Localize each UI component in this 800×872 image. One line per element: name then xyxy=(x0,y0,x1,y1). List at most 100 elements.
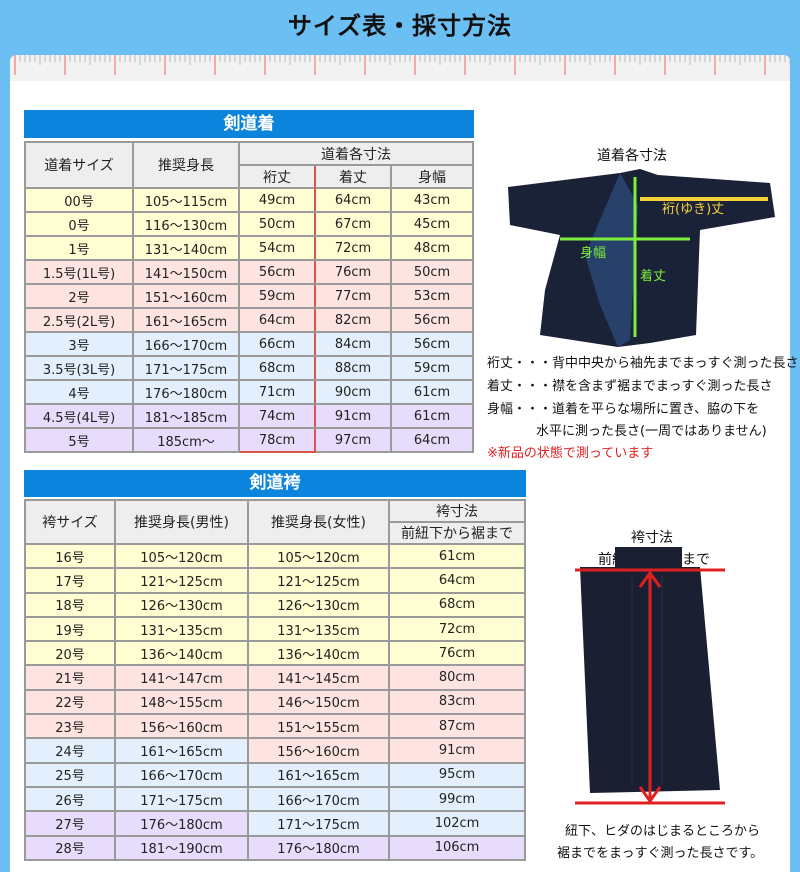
cell-length: 87cm xyxy=(388,713,526,740)
cell-yuki: 78cm xyxy=(238,427,316,453)
cell-size: 26号 xyxy=(24,785,116,813)
cell-men-height: 181～190cm xyxy=(114,834,249,861)
cell-yuki: 50cm xyxy=(238,211,316,237)
cell-height: 131～140cm xyxy=(132,235,240,261)
table-row: 4.5号(4L号) 181～185cm 74cm 91cm 61cm xyxy=(24,403,474,429)
cell-mihaba: 59cm xyxy=(390,355,474,381)
cell-kitake: 88cm xyxy=(314,355,392,381)
note-kitake: 着丈・・・襟を含まず裾までまっすぐ測った長さ xyxy=(487,379,773,394)
cell-women-height: 171～175cm xyxy=(247,810,390,837)
cell-women-height: 151～155cm xyxy=(247,713,390,740)
cell-yuki: 66cm xyxy=(238,331,316,357)
cell-size: 18号 xyxy=(24,591,116,618)
table-row: 0号 116～130cm 50cm 67cm 45cm xyxy=(24,211,474,237)
cell-size: 3号 xyxy=(24,331,134,357)
table-row: 3号 166～170cm 66cm 84cm 56cm xyxy=(24,331,474,357)
hakama-note-2: 裾までをまっすぐ測った長さです。 xyxy=(557,846,764,861)
cell-length: 72cm xyxy=(388,615,526,643)
table-row: 22号 148～155cm 146～150cm 83cm xyxy=(24,688,526,716)
hakama-section-title: 剣道袴 xyxy=(24,470,526,497)
cell-length: 83cm xyxy=(388,688,526,716)
cell-length: 99cm xyxy=(388,785,526,813)
cell-length: 76cm xyxy=(388,640,526,667)
cell-mihaba: 45cm xyxy=(390,211,474,237)
cell-men-height: 176～180cm xyxy=(114,810,249,837)
gi-section-title: 剣道着 xyxy=(24,110,474,138)
header-yuki: 裄丈 xyxy=(238,164,316,188)
header-height: 推奨身長 xyxy=(132,141,240,189)
cell-kitake: 67cm xyxy=(314,211,392,237)
header-gi-size: 道着サイズ xyxy=(24,141,134,189)
cell-kitake: 76cm xyxy=(314,259,392,285)
cell-mihaba: 56cm xyxy=(390,331,474,357)
cell-size: 4号 xyxy=(24,379,134,405)
table-row: 26号 171～175cm 166～170cm 99cm xyxy=(24,785,526,813)
cell-yuki: 49cm xyxy=(238,187,316,213)
header-gi-measurements: 道着各寸法 xyxy=(238,141,474,166)
header-kitake: 着丈 xyxy=(314,164,392,189)
cell-men-height: 105～120cm xyxy=(114,542,249,570)
label-mihaba: 身幅 xyxy=(580,245,606,261)
cell-size: 16号 xyxy=(24,542,116,570)
header-mihaba: 身幅 xyxy=(390,164,474,189)
cell-men-height: 121～125cm xyxy=(114,567,249,594)
table-row: 2.5号(2L号) 161～165cm 64cm 82cm 56cm xyxy=(24,307,474,333)
table-row: 1.5号(1L号) 141～150cm 56cm 76cm 50cm xyxy=(24,259,474,285)
cell-mihaba: 56cm xyxy=(390,307,474,333)
cell-size: 2号 xyxy=(24,283,134,309)
table-row: 2号 151～160cm 59cm 77cm 53cm xyxy=(24,283,474,309)
cell-length: 61cm xyxy=(388,542,526,570)
table-row: 19号 131～135cm 131～135cm 72cm xyxy=(24,615,526,643)
cell-mihaba: 48cm xyxy=(390,235,474,261)
cell-men-height: 156～160cm xyxy=(114,713,249,740)
table-row: 23号 156～160cm 151～155cm 87cm xyxy=(24,713,526,740)
cell-size: 1.5号(1L号) xyxy=(24,259,134,285)
note-yuki: 裄丈・・・背中中央から袖先までまっすぐ測った長さ xyxy=(487,356,799,371)
cell-kitake: 64cm xyxy=(314,187,392,213)
cell-women-height: 141～145cm xyxy=(247,664,390,691)
table-row: 27号 176～180cm 171～175cm 102cm xyxy=(24,810,526,837)
table-row: 17号 121～125cm 121～125cm 64cm xyxy=(24,567,526,594)
cell-height: 166～170cm xyxy=(132,331,240,357)
table-row: 20号 136～140cm 136～140cm 76cm xyxy=(24,640,526,667)
cell-length: 64cm xyxy=(388,567,526,594)
cell-women-height: 166～170cm xyxy=(247,785,390,813)
cell-yuki: 64cm xyxy=(238,307,316,333)
header-men-height: 推奨身長(男性) xyxy=(114,499,249,545)
cell-women-height: 136～140cm xyxy=(247,640,390,667)
cell-length: 91cm xyxy=(388,737,526,764)
gi-size-table: 道着サイズ 推奨身長 道着各寸法 裄丈 着丈 身幅 00号 105～115cm 49… xyxy=(24,141,474,453)
table-row: 16号 105～120cm 105～120cm 61cm xyxy=(24,542,526,570)
cell-women-height: 126～130cm xyxy=(247,591,390,618)
cell-yuki: 71cm xyxy=(238,379,316,405)
cell-yuki: 68cm xyxy=(238,355,316,381)
cell-size: 27号 xyxy=(24,810,116,837)
cell-kitake: 97cm xyxy=(314,427,392,453)
cell-size: 5号 xyxy=(24,427,134,453)
cell-size: 25号 xyxy=(24,761,116,788)
table-row: 21号 141～147cm 141～145cm 80cm xyxy=(24,664,526,691)
cell-size: 20号 xyxy=(24,640,116,667)
cell-kitake: 77cm xyxy=(314,283,392,309)
cell-length: 102cm xyxy=(388,810,526,837)
cell-height: 105～115cm xyxy=(132,187,240,213)
label-kitake: 着丈 xyxy=(640,268,666,284)
cell-men-height: 136～140cm xyxy=(114,640,249,667)
cell-mihaba: 64cm xyxy=(390,427,474,453)
hakama-note-1: 紐下、ヒダのはじまるところから xyxy=(565,824,761,839)
table-row: 1号 131～140cm 54cm 72cm 48cm xyxy=(24,235,474,261)
cell-women-height: 156～160cm xyxy=(247,737,390,764)
hakama-size-table: 袴サイズ 推奨身長(男性) 推奨身長(女性) 袴寸法 前紐下から裾まで 16号 1… xyxy=(24,499,526,861)
cell-men-height: 161～165cm xyxy=(114,737,249,764)
hakama-diagram-title: 袴寸法 xyxy=(631,530,673,546)
cell-size: 22号 xyxy=(24,688,116,716)
table-row: 4号 176～180cm 71cm 90cm 61cm xyxy=(24,379,474,405)
cell-yuki: 56cm xyxy=(238,259,316,285)
cell-men-height: 171～175cm xyxy=(114,785,249,813)
cell-women-height: 121～125cm xyxy=(247,567,390,594)
cell-size: 28号 xyxy=(24,834,116,861)
table-row: 3.5号(3L号) 171～175cm 68cm 88cm 59cm xyxy=(24,355,474,381)
gi-jacket-illustration: 裄(ゆき)丈 身幅 着丈 xyxy=(508,169,775,347)
note-mihaba: 身幅・・・道着を平らな場所に置き、脇の下を xyxy=(487,402,760,417)
page-title: サイズ表・採寸方法 xyxy=(287,12,513,40)
